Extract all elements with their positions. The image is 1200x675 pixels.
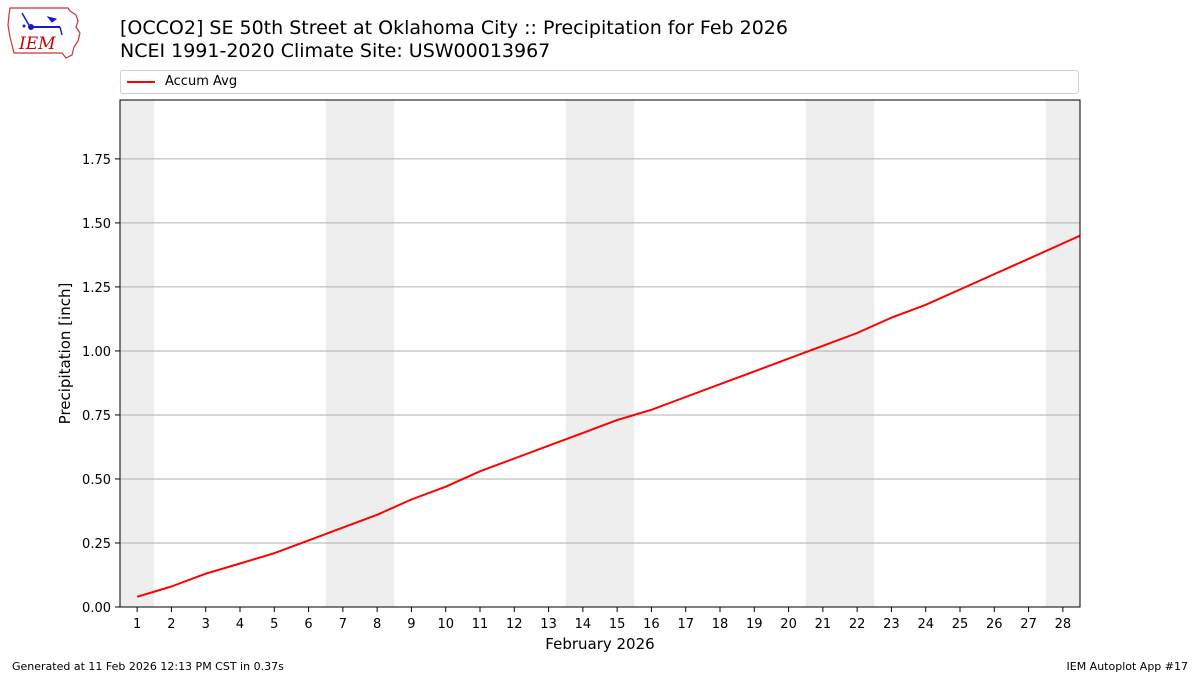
weekend-band — [805, 100, 875, 607]
x-tick-label: 10 — [437, 617, 454, 632]
series-layer — [136, 234, 1081, 598]
chart-title: [OCCO2] SE 50th Street at Oklahoma City … — [120, 17, 788, 39]
x-tick-label: 25 — [952, 617, 969, 632]
x-tick-label: 12 — [506, 617, 523, 632]
iem-logo: IEM — [7, 7, 81, 59]
x-tick-label: 22 — [849, 617, 866, 632]
x-tick-label: 14 — [575, 617, 592, 632]
x-tick-label: 26 — [986, 617, 1003, 632]
chart-subtitle: NCEI 1991-2020 Climate Site: USW00013967 — [120, 40, 551, 62]
y-tick-label: 0.50 — [82, 473, 111, 488]
weekend-band — [120, 100, 155, 607]
y-axis-label: Precipitation [inch] — [56, 283, 74, 425]
footer-app-label: IEM Autoplot App #17 — [1066, 660, 1189, 673]
x-tick-label: 11 — [472, 617, 489, 632]
y-tick-label: 0.75 — [82, 409, 111, 424]
y-tick-label: 1.50 — [82, 217, 111, 232]
x-axis-label: February 2026 — [545, 635, 654, 653]
footer-generated-text: Generated at 11 Feb 2026 12:13 PM CST in… — [12, 660, 284, 673]
x-tick-label: 8 — [373, 617, 381, 632]
x-tick-label: 24 — [917, 617, 934, 632]
x-tick-label: 27 — [1020, 617, 1037, 632]
x-tick-label: 1 — [133, 617, 141, 632]
x-tick-label: 21 — [815, 617, 832, 632]
x-tick-label: 5 — [270, 617, 278, 632]
y-tick-label: 0.00 — [82, 601, 111, 616]
x-tick-label: 9 — [407, 617, 415, 632]
x-tick-label: 20 — [780, 617, 797, 632]
y-tick-label: 1.75 — [82, 153, 111, 168]
y-tick-label: 0.25 — [82, 537, 111, 552]
x-tick-label: 16 — [643, 617, 660, 632]
x-tick-label: 23 — [883, 617, 900, 632]
x-tick-label: 6 — [304, 617, 312, 632]
series-line-accum-avg — [136, 234, 1081, 598]
x-tick-label: 28 — [1055, 617, 1072, 632]
y-axis-ticks: 0.00 0.25 0.50 0.75 1.00 1.25 1.50 1.75 — [82, 153, 120, 616]
x-tick-label: 7 — [339, 617, 347, 632]
y-tick-label: 1.25 — [82, 281, 111, 296]
y-gridlines — [120, 158, 1080, 544]
plot-area — [119, 99, 1081, 608]
x-tick-label: 15 — [609, 617, 626, 632]
x-tick-label: 3 — [202, 617, 210, 632]
legend-swatch-accum-avg — [127, 81, 155, 83]
x-tick-label: 4 — [236, 617, 244, 632]
x-tick-label: 2 — [167, 617, 175, 632]
legend: Accum Avg — [120, 70, 1079, 94]
y-tick-label: 1.00 — [82, 345, 111, 360]
x-axis-ticks: 1 2 3 4 5 6 7 8 9 10 11 12 13 14 15 16 17 18 19 20 21 22 23 24 2… — [133, 607, 1071, 632]
weekend-band — [325, 100, 395, 607]
weekend-shading — [120, 100, 1080, 607]
weather-station-icon — [21, 12, 63, 36]
weekend-band — [1045, 100, 1080, 607]
x-tick-label: 18 — [712, 617, 729, 632]
x-tick-label: 13 — [540, 617, 557, 632]
x-tick-label: 17 — [677, 617, 694, 632]
x-tick-label: 19 — [746, 617, 763, 632]
weekend-band — [565, 100, 635, 607]
legend-label-accum-avg: Accum Avg — [165, 74, 238, 89]
logo-text: IEM — [18, 34, 56, 54]
